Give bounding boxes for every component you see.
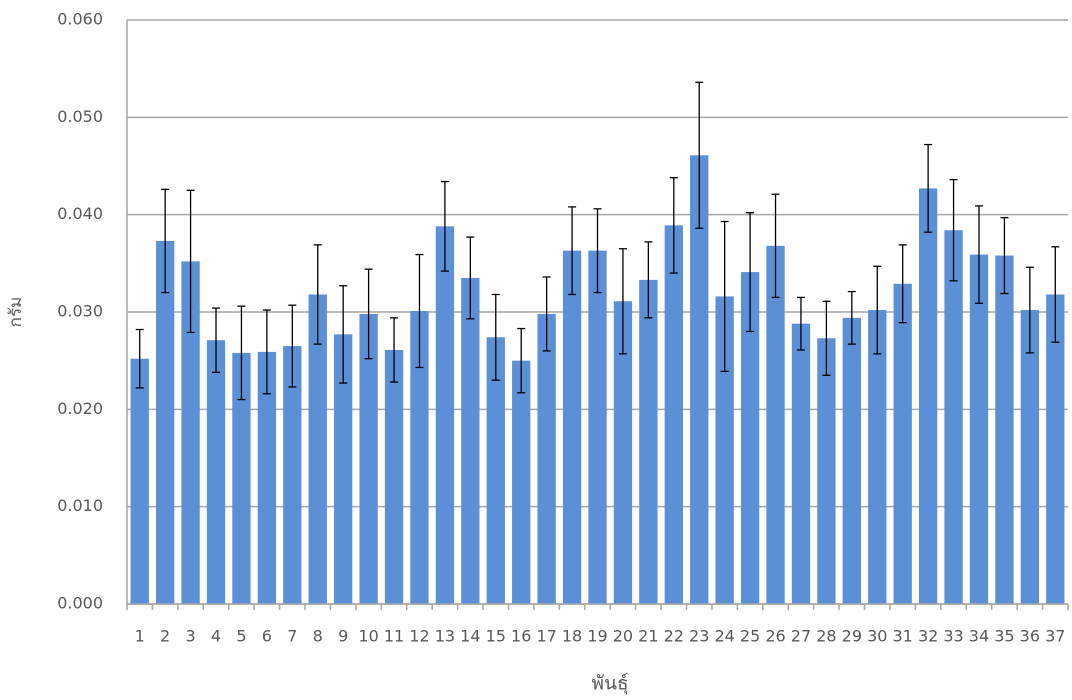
x-tick-label: 25 [740, 627, 760, 646]
bar [792, 324, 810, 604]
x-tick-label: 27 [791, 627, 811, 646]
x-tick-label: 3 [185, 627, 195, 646]
bar [1021, 310, 1039, 604]
x-tick-label: 36 [1020, 627, 1040, 646]
bar [156, 241, 174, 604]
x-tick-label: 14 [460, 627, 480, 646]
x-tick-label: 33 [943, 627, 963, 646]
bar [639, 280, 657, 604]
x-tick-label: 18 [562, 627, 582, 646]
x-tick-label: 9 [338, 627, 348, 646]
bar [207, 340, 225, 604]
x-tick-label: 7 [287, 627, 297, 646]
x-tick-label: 6 [262, 627, 272, 646]
x-tick-label: 2 [160, 627, 170, 646]
bar [944, 230, 962, 604]
bar [385, 350, 403, 604]
x-tick-label: 21 [638, 627, 658, 646]
bar [843, 318, 861, 604]
x-tick-label: 24 [714, 627, 734, 646]
x-tick-label: 26 [765, 627, 785, 646]
bar [970, 255, 988, 604]
x-tick-label: 23 [689, 627, 709, 646]
chart: พันธุ์ กรัม 0.000 0.010 0.020 0.030 0.040 0.0… [0, 0, 1072, 700]
bar [894, 284, 912, 604]
x-tick-label: 16 [511, 627, 531, 646]
y-tick-label: 0.040 [57, 204, 103, 223]
x-tick-label: 31 [893, 627, 913, 646]
x-tick-label: 8 [313, 627, 323, 646]
x-tick-label: 37 [1045, 627, 1065, 646]
y-tick-label: 0.050 [57, 107, 103, 126]
bar [537, 314, 555, 604]
y-tick-label: 0.060 [57, 10, 103, 29]
x-tick-label: 28 [816, 627, 836, 646]
x-tick-label: 13 [435, 627, 455, 646]
x-tick-label: 12 [409, 627, 429, 646]
bar [436, 226, 454, 604]
bar [588, 251, 606, 604]
bar [563, 251, 581, 604]
y-tick-label: 0.030 [57, 302, 103, 321]
x-tick-label: 10 [358, 627, 378, 646]
x-tick-label: 4 [211, 627, 221, 646]
bar [131, 359, 149, 604]
x-tick-label: 35 [994, 627, 1014, 646]
x-tick-label: 15 [486, 627, 506, 646]
bar [665, 225, 683, 604]
x-tick-label: 11 [384, 627, 404, 646]
bar [512, 361, 530, 604]
x-tick-label: 30 [867, 627, 887, 646]
x-tick-label: 34 [969, 627, 989, 646]
x-tick-label: 5 [236, 627, 246, 646]
bar [919, 188, 937, 604]
y-tick-label: 0.000 [57, 594, 103, 613]
y-tick-label: 0.010 [57, 496, 103, 515]
bar [817, 338, 835, 604]
x-tick-label: 20 [613, 627, 633, 646]
x-tick-label: 22 [664, 627, 684, 646]
y-tick-label: 0.020 [57, 399, 103, 418]
x-axis-title: พันธุ์ [591, 673, 628, 696]
x-tick-label: 1 [135, 627, 145, 646]
x-tick-label: 29 [842, 627, 862, 646]
bar [766, 246, 784, 604]
y-axis-title: กรัม [6, 297, 26, 328]
x-tick-label: 19 [587, 627, 607, 646]
bar [995, 256, 1013, 604]
x-tick-label: 32 [918, 627, 938, 646]
x-tick-label: 17 [536, 627, 556, 646]
bar [461, 278, 479, 604]
